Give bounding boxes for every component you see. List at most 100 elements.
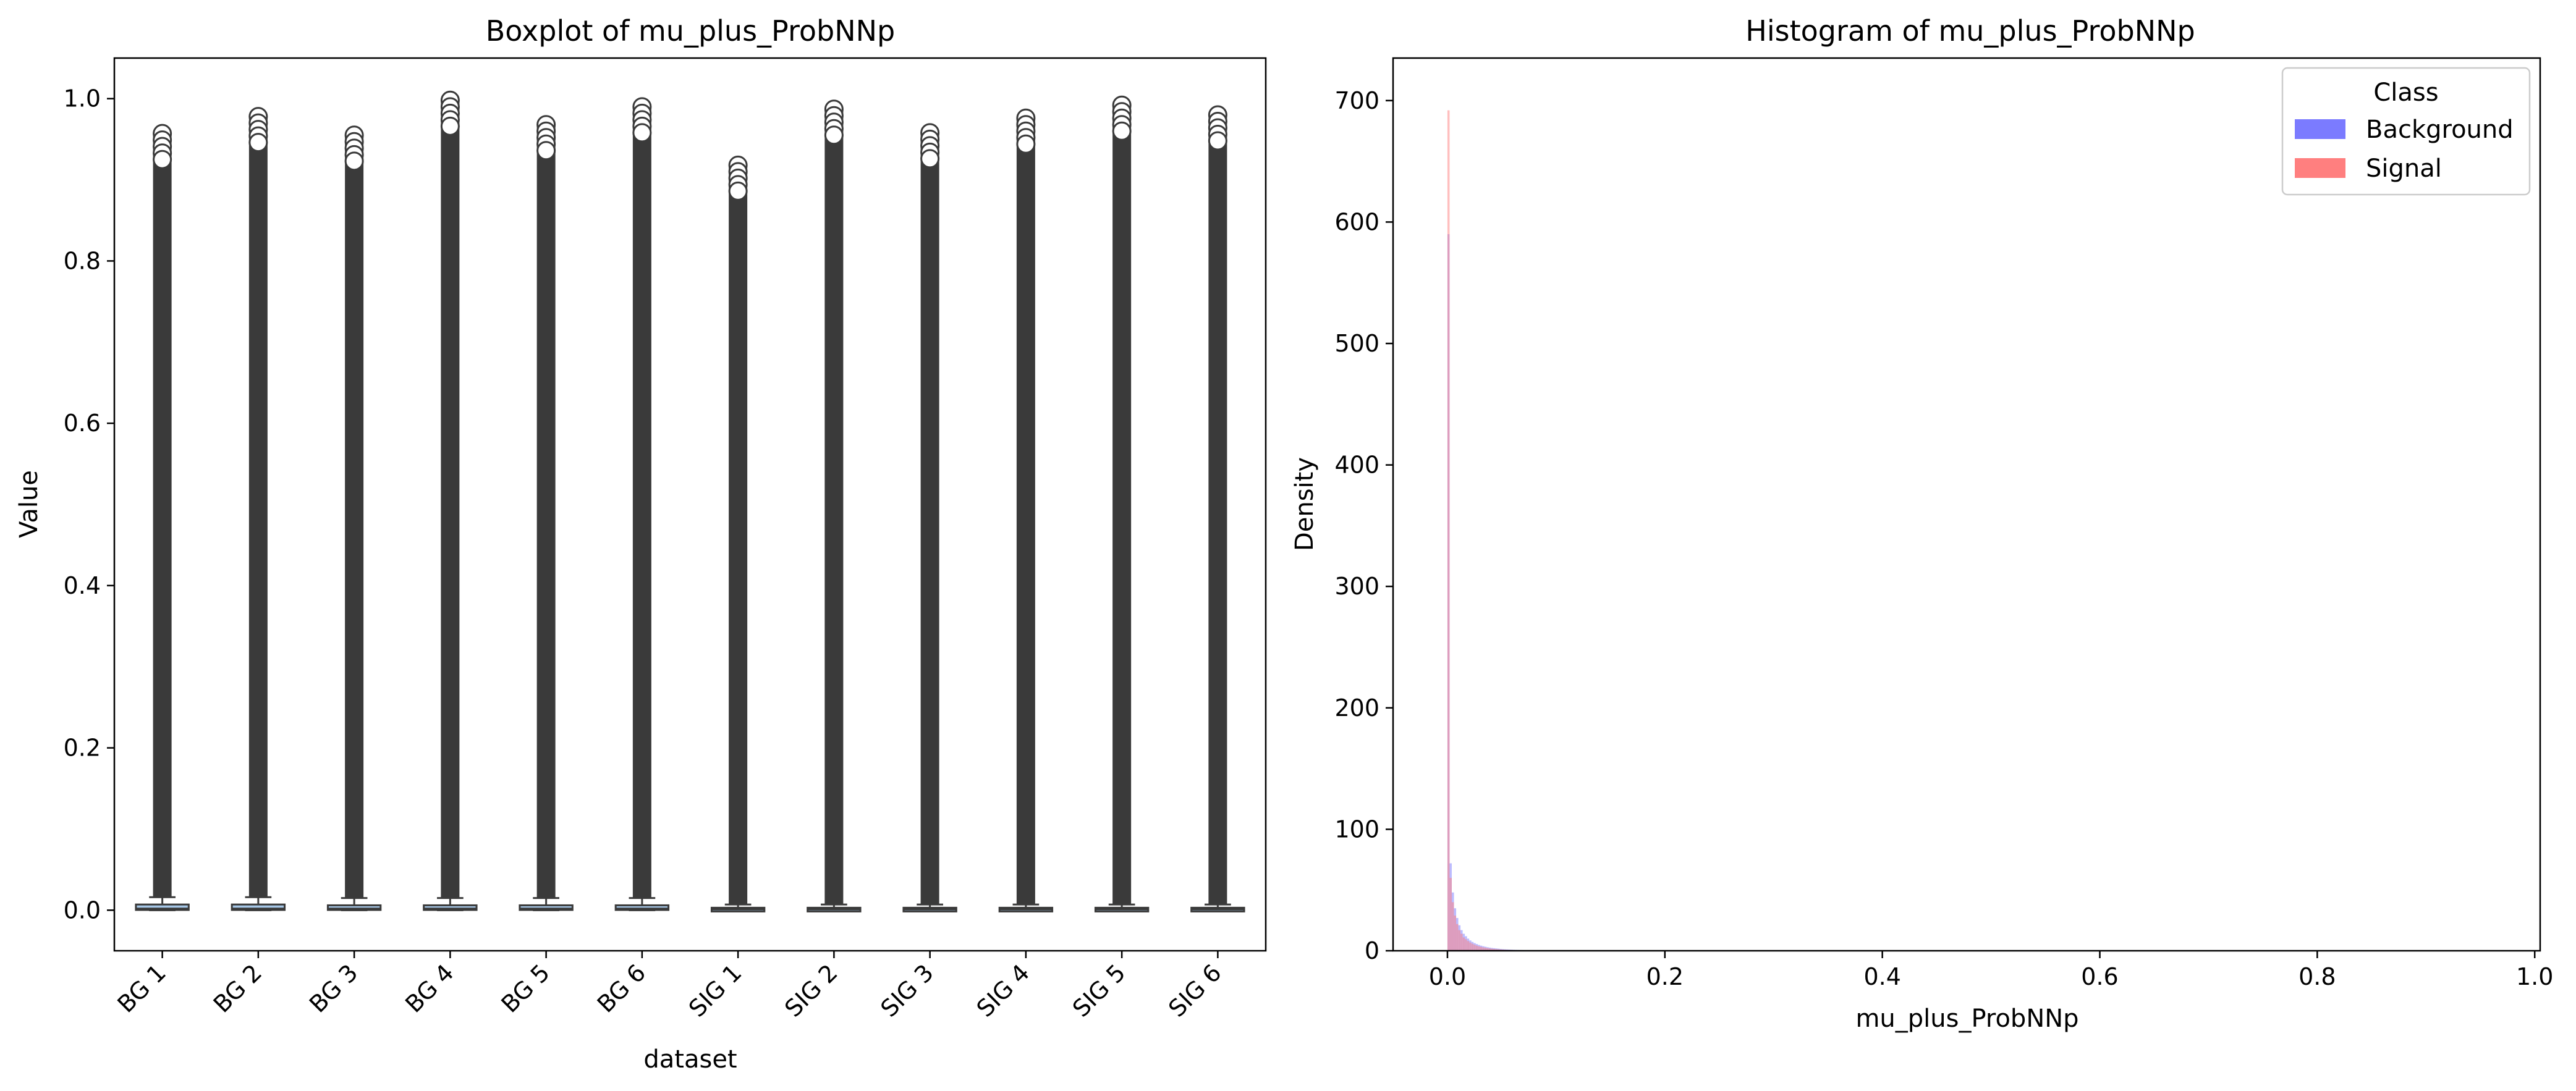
- outlier-stack: [248, 116, 268, 898]
- histogram-y-tick-label: 500: [1334, 330, 1379, 357]
- histogram-bar: [1482, 947, 1485, 951]
- histogram-y-tick-label: 600: [1334, 208, 1379, 235]
- boxplot-x-tick-label: BG 4: [400, 959, 459, 1018]
- legend-swatch-signal: [2295, 158, 2345, 178]
- histogram-bar: [1456, 924, 1459, 951]
- outlier-stack: [824, 109, 844, 905]
- outlier-stack: [632, 106, 651, 898]
- histogram-bar: [1469, 942, 1472, 951]
- boxplot-y-tick-label: 1.0: [64, 85, 101, 112]
- outlier-point: [824, 125, 844, 145]
- histogram-x-tick-label: 0.0: [1429, 963, 1466, 990]
- outlier-point: [248, 133, 268, 153]
- outlier-point: [632, 123, 652, 143]
- histogram-bar: [1480, 946, 1483, 951]
- boxplot-y-ticks: 0.0 0.2 0.4 0.6 0.8 1.0: [64, 85, 114, 924]
- outlier-point: [153, 150, 172, 169]
- histogram-y-tick-label: 400: [1334, 452, 1379, 479]
- outlier-point: [1112, 121, 1132, 141]
- histogram-x-tick-label: 0.6: [2081, 963, 2118, 990]
- histogram-x-tick-label: 1.0: [2516, 963, 2553, 990]
- boxplot-x-tick-label: SIG 6: [1163, 959, 1227, 1022]
- boxplot-y-tick-label: 0.2: [64, 735, 101, 762]
- outlier-point: [1016, 134, 1036, 154]
- box-sig-4: [998, 108, 1054, 912]
- outlier-stack: [441, 100, 460, 898]
- box-sig-6: [1190, 105, 1245, 912]
- outlier-point: [440, 116, 460, 136]
- histogram-y-tick-label: 200: [1334, 694, 1379, 722]
- histogram-x-tick-label: 0.4: [1863, 963, 1900, 990]
- box-iqr: [423, 904, 478, 911]
- boxplot-x-tick-label: BG 2: [208, 959, 268, 1018]
- histogram-bar: [1493, 949, 1496, 951]
- box-iqr: [519, 904, 574, 911]
- boxplot-x-tick-label: BG 6: [592, 959, 651, 1018]
- histogram-bar: [1491, 948, 1493, 951]
- boxplot-x-tick-label: SIG 1: [684, 959, 747, 1022]
- box-sig-5: [1094, 95, 1150, 912]
- boxplot-x-tick-label: SIG 2: [779, 959, 843, 1022]
- histogram-series-background: [1447, 234, 1535, 951]
- histogram-bar: [1465, 939, 1467, 951]
- box-bg-2: [231, 107, 286, 911]
- histogram-y-axis-label: Density: [1290, 457, 1319, 551]
- box-bg-4: [423, 90, 478, 911]
- histogram-series-signal: [1447, 110, 1535, 951]
- histogram-legend: Class Background Signal: [2281, 67, 2531, 196]
- histogram-x-ticks: 0.0 0.2 0.4 0.6 0.8 1.0: [1429, 951, 2553, 990]
- histogram-bar: [1478, 946, 1480, 951]
- histogram-bar: [1447, 110, 1450, 951]
- histogram-bar: [1475, 945, 1478, 951]
- legend-label-background: Background: [2366, 116, 2514, 144]
- boxplot-y-tick-label: 0.6: [64, 410, 101, 437]
- boxplot-frame: [113, 57, 1267, 952]
- histogram-bar: [1449, 878, 1452, 951]
- outlier-point: [344, 151, 364, 171]
- outlier-point: [728, 181, 748, 201]
- outlier-point: [920, 149, 940, 169]
- outlier-stack: [920, 132, 939, 905]
- boxplot-y-tick-label: 0.0: [64, 896, 101, 924]
- outlier-stack: [345, 135, 364, 898]
- boxplot-x-tick-label: SIG 4: [972, 959, 1035, 1022]
- histogram-bar: [1467, 941, 1470, 951]
- histogram-panel: Histogram of mu_plus_ProbNNp 0 100 200 300 4…: [1290, 14, 2553, 1033]
- histogram-y-tick-label: 100: [1334, 815, 1379, 843]
- histogram-bar: [1471, 943, 1474, 951]
- outlier-point: [536, 141, 556, 161]
- boxplot-x-axis-label: dataset: [643, 1045, 737, 1074]
- boxplot-x-tick-label: SIG 5: [1067, 959, 1131, 1022]
- histogram-y-ticks: 0 100 200 300 400 500 600 700: [1334, 87, 1393, 964]
- box-bg-6: [614, 97, 670, 911]
- outlier-stack: [1016, 118, 1035, 905]
- box-iqr: [231, 903, 286, 911]
- outlier-point: [1208, 131, 1227, 151]
- histogram-y-tick-label: 0: [1365, 937, 1379, 964]
- histogram-bar: [1488, 948, 1491, 951]
- histogram-bar: [1454, 915, 1457, 951]
- histogram-title: Histogram of mu_plus_ProbNNp: [1745, 14, 2195, 48]
- boxplot-x-tick-label: BG 3: [304, 959, 363, 1018]
- outlier-stack: [536, 124, 556, 898]
- box-sig-3: [902, 123, 957, 912]
- histogram-bar: [1486, 948, 1489, 951]
- boxplot-y-tick-label: 0.4: [64, 572, 101, 599]
- histogram-x-tick-label: 0.2: [1646, 963, 1684, 990]
- histogram-bar: [1462, 937, 1465, 951]
- legend-title: Class: [2373, 78, 2438, 107]
- outlier-stack: [1208, 114, 1227, 905]
- histogram-y-tick-label: 300: [1334, 573, 1379, 600]
- legend-swatch-background: [2295, 119, 2345, 139]
- outlier-stack: [1112, 105, 1132, 905]
- histogram-x-axis-label: mu_plus_ProbNNp: [1855, 1005, 2078, 1033]
- histogram-bar: [1484, 948, 1487, 951]
- boxplot-x-ticks: BG 1 BG 2 BG 3 BG 4 BG 5 BG 6 SIG 1 SIG 2 SIG 3 S…: [112, 951, 1227, 1022]
- box-bg-5: [519, 115, 574, 911]
- boxplot-marks: [135, 90, 1245, 912]
- box-bg-1: [135, 124, 190, 911]
- outlier-stack: [153, 133, 172, 898]
- box-iqr: [326, 904, 382, 911]
- histogram-frame: [1392, 57, 2541, 952]
